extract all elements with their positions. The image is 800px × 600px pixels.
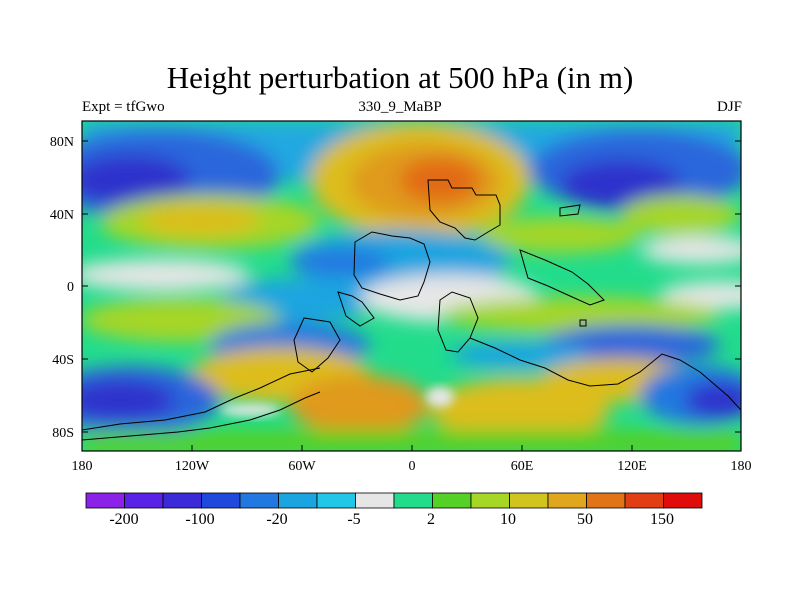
lat-tick-label: 40S (52, 353, 74, 368)
lon-tick-label: 60W (288, 459, 316, 474)
experiment-label: Expt = tfGwo (82, 99, 165, 115)
colorbar-swatch (124, 492, 164, 509)
colorbar-label: -200 (109, 511, 138, 528)
lat-tick-label: 80N (50, 135, 74, 150)
colorbar-swatch (355, 492, 395, 509)
colorbar-swatch (624, 492, 664, 509)
colorbar-swatch (316, 492, 356, 509)
colorbar-label: -5 (347, 511, 360, 528)
coastline (82, 179, 741, 441)
colorbar-swatch (586, 492, 626, 509)
lat-tick-label: 0 (67, 280, 74, 295)
lat-tick-label: 40N (50, 208, 74, 223)
lat-tick-labels: 80N 40N 0 40S 80S (50, 135, 74, 441)
lon-tick-label: 0 (409, 459, 416, 474)
colorbar-swatch (393, 492, 433, 509)
lon-tick-label: 180 (72, 459, 93, 474)
period-label: 330_9_MaBP (358, 99, 442, 115)
lon-tick-label: 120E (617, 459, 647, 474)
colorbar-swatch (201, 492, 241, 509)
colorbar-label: 10 (500, 511, 516, 528)
lat-tick-label: 80S (52, 426, 74, 441)
colorbar-label: 2 (427, 511, 435, 528)
colorbar-swatch (509, 492, 549, 509)
colorbar (85, 492, 703, 509)
colorbar-label: -20 (266, 511, 287, 528)
colorbar-swatch (85, 492, 125, 509)
colorbar-swatch (239, 492, 279, 509)
lon-tick-label: 60E (511, 459, 534, 474)
colorbar-swatch (470, 492, 510, 509)
lon-tick-label: 120W (175, 459, 210, 474)
colorbar-label: 50 (577, 511, 593, 528)
colorbar-label: 150 (650, 511, 674, 528)
map-title: Height perturbation at 500 hPa (in m) (166, 60, 634, 95)
colorbar-swatch (162, 492, 202, 509)
colorbar-labels: -200 -100 -20 -5 2 10 50 150 (109, 511, 674, 528)
contour-field (82, 121, 741, 451)
colorbar-swatch (663, 492, 703, 509)
lon-tick-label: 180 (731, 459, 752, 474)
colorbar-label: -100 (185, 511, 214, 528)
colorbar-swatch (278, 492, 318, 509)
colorbar-swatch (432, 492, 472, 509)
lon-tick-labels: 180 120W 60W 0 60E 120E 180 (72, 459, 752, 474)
colorbar-swatch (547, 492, 587, 509)
season-label: DJF (716, 99, 742, 115)
